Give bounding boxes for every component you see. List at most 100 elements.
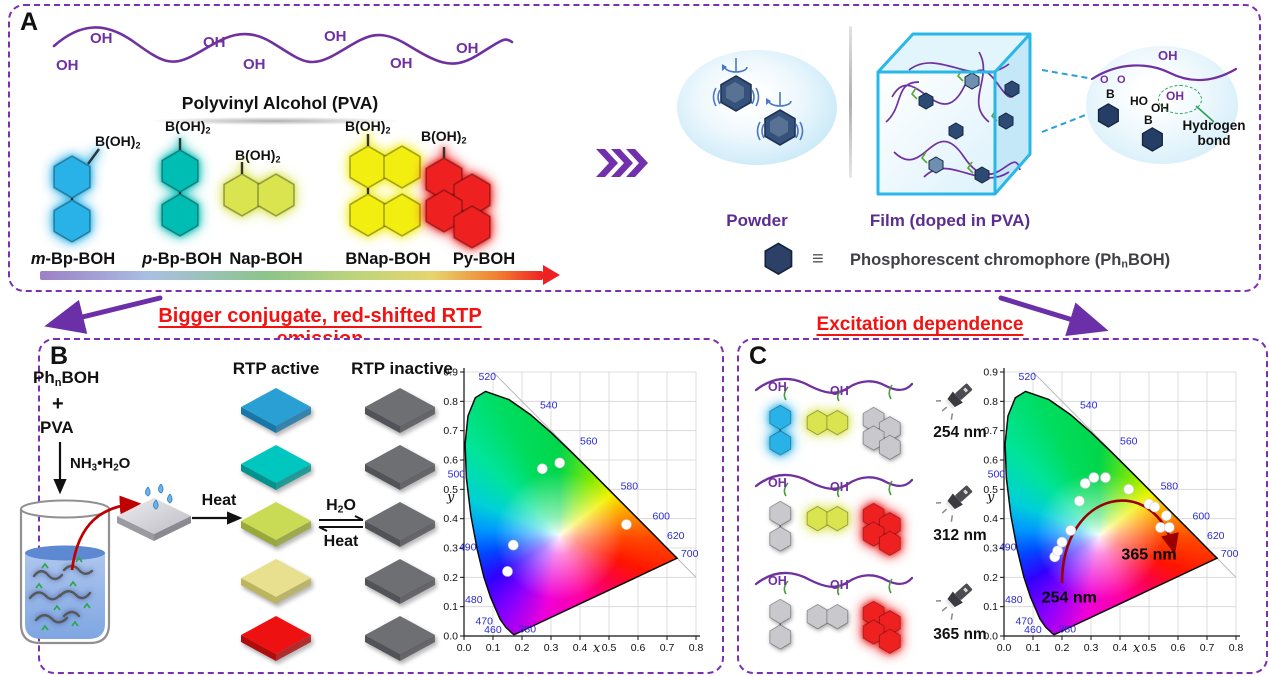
chromophore-hexagon-icon: [1097, 103, 1119, 128]
down-arrow: [53, 442, 67, 495]
molecule-name: Py-BOH: [452, 250, 516, 268]
pva-oh-label: OH: [390, 55, 413, 72]
callout-chain-drawing: [1090, 64, 1238, 82]
svg-text:0.5: 0.5: [1142, 642, 1157, 654]
film-tile: [365, 559, 435, 604]
wet-film-drawing: [117, 484, 191, 541]
pva-oh-label: OH: [456, 40, 479, 57]
panel-a-label: A: [20, 8, 39, 36]
flashlight-icon: [934, 480, 976, 527]
pva-shadow: [150, 117, 400, 125]
molecule-structure: [769, 500, 792, 552]
svg-text:600: 600: [1193, 510, 1211, 522]
polymer-chain-drawing: [754, 473, 914, 498]
svg-text:254 nm: 254 nm: [1042, 589, 1097, 606]
svg-text:0.0: 0.0: [443, 631, 458, 643]
chain-oh-label: OH: [830, 480, 849, 494]
callout-chromophore: [1096, 102, 1121, 136]
svg-text:470: 470: [475, 615, 493, 627]
panel-c-label: C: [749, 342, 768, 370]
callout-b2: B: [1144, 113, 1153, 127]
uv-lamp-icon: [934, 383, 973, 420]
chevrons-right-icon: [596, 149, 648, 177]
arrow-to-panel-c: [998, 295, 1109, 336]
svg-text:0.0: 0.0: [983, 631, 998, 643]
chromophore-hexagon-icon: [764, 242, 793, 276]
panel-a-divider: [849, 26, 852, 178]
film-tile: [365, 616, 435, 661]
callout-chromophore: [1140, 126, 1165, 160]
reactant-pva: PVA: [40, 418, 74, 437]
molecule-structure: [862, 600, 901, 655]
rtp-active-header: RTP active: [232, 359, 320, 378]
wavelength-365: 365 nm: [933, 626, 987, 643]
film-tile: [241, 616, 311, 661]
cie-diagram-b: 0.0 0.1 0.2 0.3 0.4 0.5 0.6 0.7 0.8 0.0 0.1 0.2 0.3 0…: [440, 360, 720, 660]
ammonia-label: NH3•H2O: [70, 455, 131, 474]
vibrating-crystal-icon: [756, 92, 804, 146]
molecule-structure: [161, 138, 199, 237]
molecule-nap-boh: [222, 156, 296, 223]
vibrating-crystal-icon: [712, 58, 760, 112]
svg-text:0.1: 0.1: [1026, 642, 1041, 654]
svg-text:460: 460: [484, 624, 502, 636]
svg-text:0.7: 0.7: [660, 642, 675, 654]
chain-oh-label: OH: [768, 476, 787, 490]
powder-crystal: [752, 90, 808, 157]
panel-b-label: B: [50, 342, 69, 370]
svg-text:480: 480: [465, 594, 483, 606]
svg-text:0.2: 0.2: [983, 572, 998, 584]
svg-text:0.7: 0.7: [1200, 642, 1215, 654]
svg-text:0.5: 0.5: [443, 484, 458, 496]
molecule-bnap-boh: [348, 130, 422, 245]
svg-text:0.6: 0.6: [1171, 642, 1186, 654]
svg-text:0.2: 0.2: [515, 642, 530, 654]
heat-arrow: [192, 511, 243, 525]
boh-label: B(OH)2: [165, 118, 211, 136]
molecule-name: Nap-BOH: [229, 250, 303, 268]
film-tile: [241, 559, 311, 604]
hydrogen-bond-label: Hydrogen bond: [1182, 118, 1246, 149]
svg-text:520: 520: [1019, 371, 1037, 383]
film-label: Film (doped in PVA): [869, 211, 1031, 230]
transfer-arrow: [70, 495, 142, 571]
flashlight-icon: [934, 378, 976, 425]
molecule-name: p-Bp-BOH: [142, 250, 222, 268]
panel-a: A: [8, 4, 1261, 292]
boh-label: B(OH)2: [95, 133, 141, 151]
molecule-structure: [862, 406, 901, 461]
molecule-p-bp-boh: [152, 134, 208, 245]
svg-text:470: 470: [1015, 615, 1033, 627]
plus-sign: +: [52, 393, 64, 415]
film-tile: [365, 445, 435, 490]
molecule-structure: [349, 134, 421, 237]
wavelength-254: 254 nm: [933, 424, 987, 441]
molecule-structure: [769, 598, 792, 650]
svg-text:y: y: [986, 490, 995, 505]
svg-text:0.0: 0.0: [997, 642, 1012, 654]
boh-label: B(OH)2: [345, 118, 391, 136]
rtp-inactive-header: RTP inactive: [351, 359, 453, 378]
molecule-structure: [862, 502, 901, 557]
svg-text:490: 490: [999, 541, 1017, 553]
svg-text:0.2: 0.2: [443, 572, 458, 584]
svg-text:580: 580: [621, 480, 639, 492]
molecule-name: BNap-BOH: [345, 250, 431, 268]
chain-row-254: OH OH: [752, 374, 917, 469]
svg-text:620: 620: [667, 530, 685, 542]
molecule-name: m-Bp-BOH: [30, 250, 116, 268]
water-label: H2O: [326, 497, 356, 516]
molecule-structure: [223, 162, 295, 217]
chain-row-365: OH OH: [752, 568, 917, 663]
chain-oh-label: OH: [830, 384, 849, 398]
molecule-py-boh: [424, 142, 492, 257]
callout-b1: B: [1106, 87, 1115, 101]
svg-text:540: 540: [1080, 399, 1098, 411]
callout-ho: HO: [1130, 94, 1148, 108]
svg-text:580: 580: [1161, 480, 1179, 492]
equiv-symbol: ≡: [812, 248, 824, 270]
molecule-structure: [425, 147, 491, 249]
pva-oh-label: OH: [203, 34, 226, 51]
molecule-structure: [806, 505, 849, 532]
svg-text:0.6: 0.6: [983, 455, 998, 467]
